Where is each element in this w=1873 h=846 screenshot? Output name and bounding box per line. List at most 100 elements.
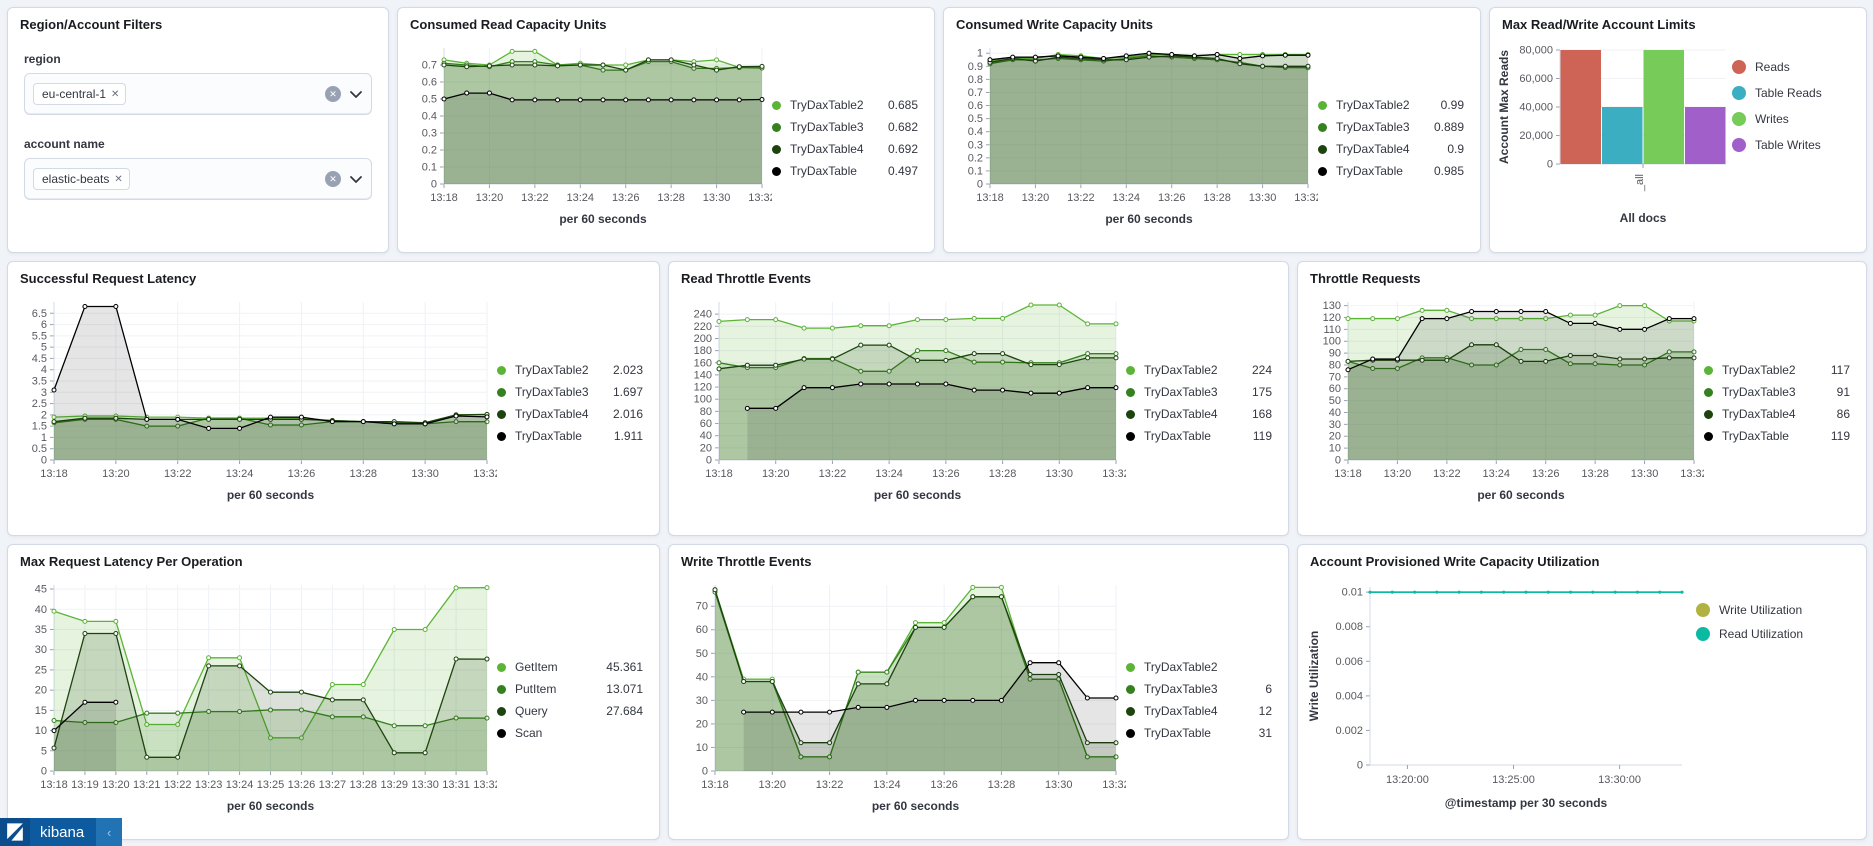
legend-item[interactable]: Table Reads [1732,86,1854,100]
series-value: 0.99 [1440,98,1464,112]
region-pill-value: eu-central-1 [42,87,107,101]
svg-text:60: 60 [696,624,708,636]
svg-text:_all: _all [1634,174,1646,192]
series-name: TryDaxTable [1722,429,1789,443]
series-value: 0.682 [887,120,918,134]
svg-text:60: 60 [1329,383,1341,395]
legend-item[interactable]: TryDaxTable 1.911 [497,430,643,443]
legend-item[interactable]: TryDaxTable 31 [1126,727,1272,740]
series-color-dot [1318,145,1327,154]
series-name: Query [515,704,548,718]
svg-text:100: 100 [694,394,712,406]
series-name: TryDaxTable2 [1144,363,1218,377]
clear-icon[interactable]: ✕ [325,171,341,187]
region-combobox[interactable]: eu-central-1 ✕ ✕ [24,73,372,115]
series-value: 12 [1258,704,1272,718]
series-name: TryDaxTable4 [790,142,864,156]
kibana-nav-bar[interactable]: kibana ‹ [0,818,123,846]
remove-icon[interactable]: ✕ [111,88,120,100]
svg-text:30: 30 [1329,419,1341,431]
series-name: Table Reads [1755,85,1822,100]
legend-item[interactable]: TryDaxTable3 1.697 [497,386,643,399]
legend-item[interactable]: TryDaxTable4 0.9 [1318,143,1464,156]
legend-item[interactable]: TryDaxTable2 0.685 [772,99,918,112]
legend-item[interactable]: TryDaxTable2 [1126,661,1272,674]
legend-item[interactable]: TryDaxTable3 91 [1704,386,1850,399]
legend-item[interactable]: TryDaxTable 119 [1704,430,1850,443]
legend-item[interactable]: TryDaxTable4 2.016 [497,408,643,421]
series-value: 31 [1258,726,1272,740]
panel-write-throttle-events: Write Throttle Events 13:18 13:20 13:22 13:… [668,544,1289,840]
legend-item[interactable]: Query 27.684 [497,705,643,718]
svg-text:0: 0 [706,455,712,467]
legend-item[interactable]: TryDaxTable2 0.99 [1318,99,1464,112]
svg-text:0: 0 [41,455,47,467]
legend-item[interactable]: TryDaxTable2 117 [1704,364,1850,377]
legend-item[interactable]: Write Utilization [1696,603,1850,617]
svg-text:13:28: 13:28 [350,468,378,480]
svg-text:0: 0 [41,766,47,778]
region-field: region eu-central-1 ✕ ✕ [8,34,388,119]
legend-item[interactable]: TryDaxTable2 2.023 [497,364,643,377]
legend-item[interactable]: TryDaxTable4 0.692 [772,143,918,156]
region-pill[interactable]: eu-central-1 ✕ [33,83,127,105]
chevron-down-icon[interactable] [349,175,363,184]
chevron-down-icon[interactable] [349,90,363,99]
legend-item[interactable]: PutItem 13.071 [497,683,643,696]
svg-text:60: 60 [700,418,712,430]
series-value: 1.911 [613,429,643,443]
svg-text:13:22: 13:22 [819,468,847,480]
legend-item[interactable]: TryDaxTable3 0.889 [1318,121,1464,134]
svg-text:0.1: 0.1 [422,162,437,174]
svg-text:13:32: 13:32 [1102,779,1126,791]
legend-item[interactable]: Writes [1732,112,1854,126]
legend-item[interactable]: Scan [497,727,643,740]
svg-text:per 60 seconds: per 60 seconds [872,799,960,813]
svg-text:13:18: 13:18 [430,192,458,204]
legend-item[interactable]: TryDaxTable 119 [1126,430,1272,443]
series-value: 0.9 [1447,142,1464,156]
legend-item[interactable]: TryDaxTable3 6 [1126,683,1272,696]
series-name: Scan [515,726,543,740]
line-chart-canvas: 13:18 13:20 13:22 13:24 13:26 13:28 13:30 13:32… [675,290,1130,517]
series-name: TryDaxTable2 [1336,98,1410,112]
series-value: 27.684 [606,704,643,718]
svg-text:13:26: 13:26 [288,468,316,480]
svg-text:10: 10 [35,725,47,737]
series-name: TryDaxTable [1144,726,1211,740]
svg-text:13:22: 13:22 [521,192,549,204]
svg-text:35: 35 [35,624,47,636]
svg-text:per 60 seconds: per 60 seconds [227,799,315,813]
account-pill[interactable]: elastic-beats ✕ [33,168,130,190]
legend-item[interactable]: TryDaxTable4 168 [1126,408,1272,421]
account-combobox[interactable]: elastic-beats ✕ ✕ [24,158,372,200]
legend-item[interactable]: TryDaxTable4 12 [1126,705,1272,718]
panel-region-account-filters: Region/Account Filters region eu-central… [7,7,389,253]
series-color-dot [1732,138,1746,152]
svg-text:220: 220 [694,321,712,333]
svg-text:13:24: 13:24 [1483,468,1511,480]
legend-item[interactable]: Reads [1732,60,1854,74]
panel-read-throttle-events: Read Throttle Events 13:18 13:20 13:22 13:2… [668,261,1289,536]
svg-text:1: 1 [41,432,47,444]
clear-icon[interactable]: ✕ [325,86,341,102]
legend-item[interactable]: TryDaxTable3 175 [1126,386,1272,399]
legend-item[interactable]: TryDaxTable 0.497 [772,165,918,178]
kibana-logo [0,818,30,846]
svg-text:13:20: 13:20 [1022,192,1050,204]
legend-item[interactable]: TryDaxTable2 224 [1126,364,1272,377]
legend-item[interactable]: GetItem 45.361 [497,661,643,674]
svg-text:100: 100 [1323,336,1341,348]
legend-item[interactable]: TryDaxTable4 86 [1704,408,1850,421]
legend-item[interactable]: Table Writes [1732,138,1854,152]
legend-item[interactable]: Read Utilization [1696,627,1850,641]
svg-text:30: 30 [696,695,708,707]
legend-item[interactable]: TryDaxTable3 0.682 [772,121,918,134]
remove-icon[interactable]: ✕ [114,173,123,185]
collapse-icon[interactable]: ‹ [96,818,123,846]
chart-legend: Reads Table Reads Writes Table Writes [1732,36,1858,252]
series-color-dot [497,707,506,716]
legend-item[interactable]: TryDaxTable 0.985 [1318,165,1464,178]
svg-text:13:26: 13:26 [1158,192,1186,204]
svg-text:13:28: 13:28 [657,192,685,204]
